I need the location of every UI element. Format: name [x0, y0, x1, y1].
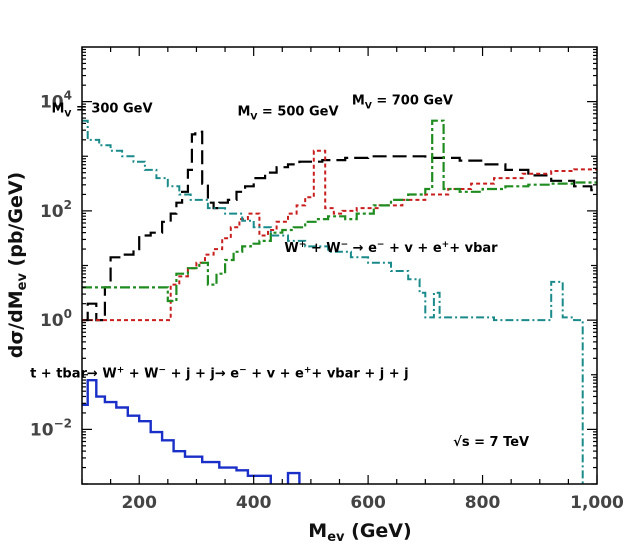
y-tick-label: 10−2: [30, 416, 72, 440]
x-tick-label: 1,000: [570, 493, 624, 513]
y-tick-label: 102: [40, 198, 72, 222]
x-tick-label: 600: [350, 493, 386, 513]
annotations-layer: MV = 300 GeV MV = 500 GeV MV = 700 GeV W+ +…: [30, 93, 529, 449]
y-tick-label: 104: [40, 89, 72, 113]
plot-frame: [81, 46, 598, 485]
annotation-mv700: MV = 700 GeV: [352, 93, 453, 111]
x-axis-label-sub: ev: [327, 530, 345, 545]
series-line-3: [82, 119, 597, 303]
annotation-mv500: MV = 500 GeV: [237, 104, 338, 122]
x-tick-label: 200: [121, 493, 157, 513]
series-layer: [82, 119, 597, 484]
ticks-layer: 200 400 600 800 1,000 104 102 100 10−2: [30, 47, 624, 513]
x-tick-label: 800: [465, 493, 501, 513]
y-axis-label: dσ/dMev (pb/GeV): [5, 172, 30, 358]
series-line-2: [82, 149, 597, 322]
y-tick-label: 100: [40, 307, 72, 331]
y-axis-label-sub: ev: [15, 273, 30, 291]
x-axis-label-unit: (GeV): [345, 520, 412, 542]
x-axis-label: Mev (GeV): [308, 520, 411, 545]
series-line-4: [82, 119, 584, 484]
y-axis-label-unit: (pb/GeV): [5, 172, 27, 273]
annotation-sqrts: √s = 7 TeV: [453, 435, 529, 450]
series-line-5: [82, 379, 301, 484]
annotation-ww: W+ + W− → e− + v + e++ vbar: [284, 240, 498, 256]
x-tick-label: 400: [236, 493, 272, 513]
y-axis-label-main: dσ/dM: [5, 290, 27, 358]
annotation-ttbar: t + tbar→ W+ + W− + j + j→ e− + v + e++ …: [30, 365, 409, 381]
series-line-1: [82, 130, 597, 322]
annotation-mv300: MV = 300 GeV: [51, 102, 152, 120]
x-axis-label-main: M: [308, 520, 327, 542]
